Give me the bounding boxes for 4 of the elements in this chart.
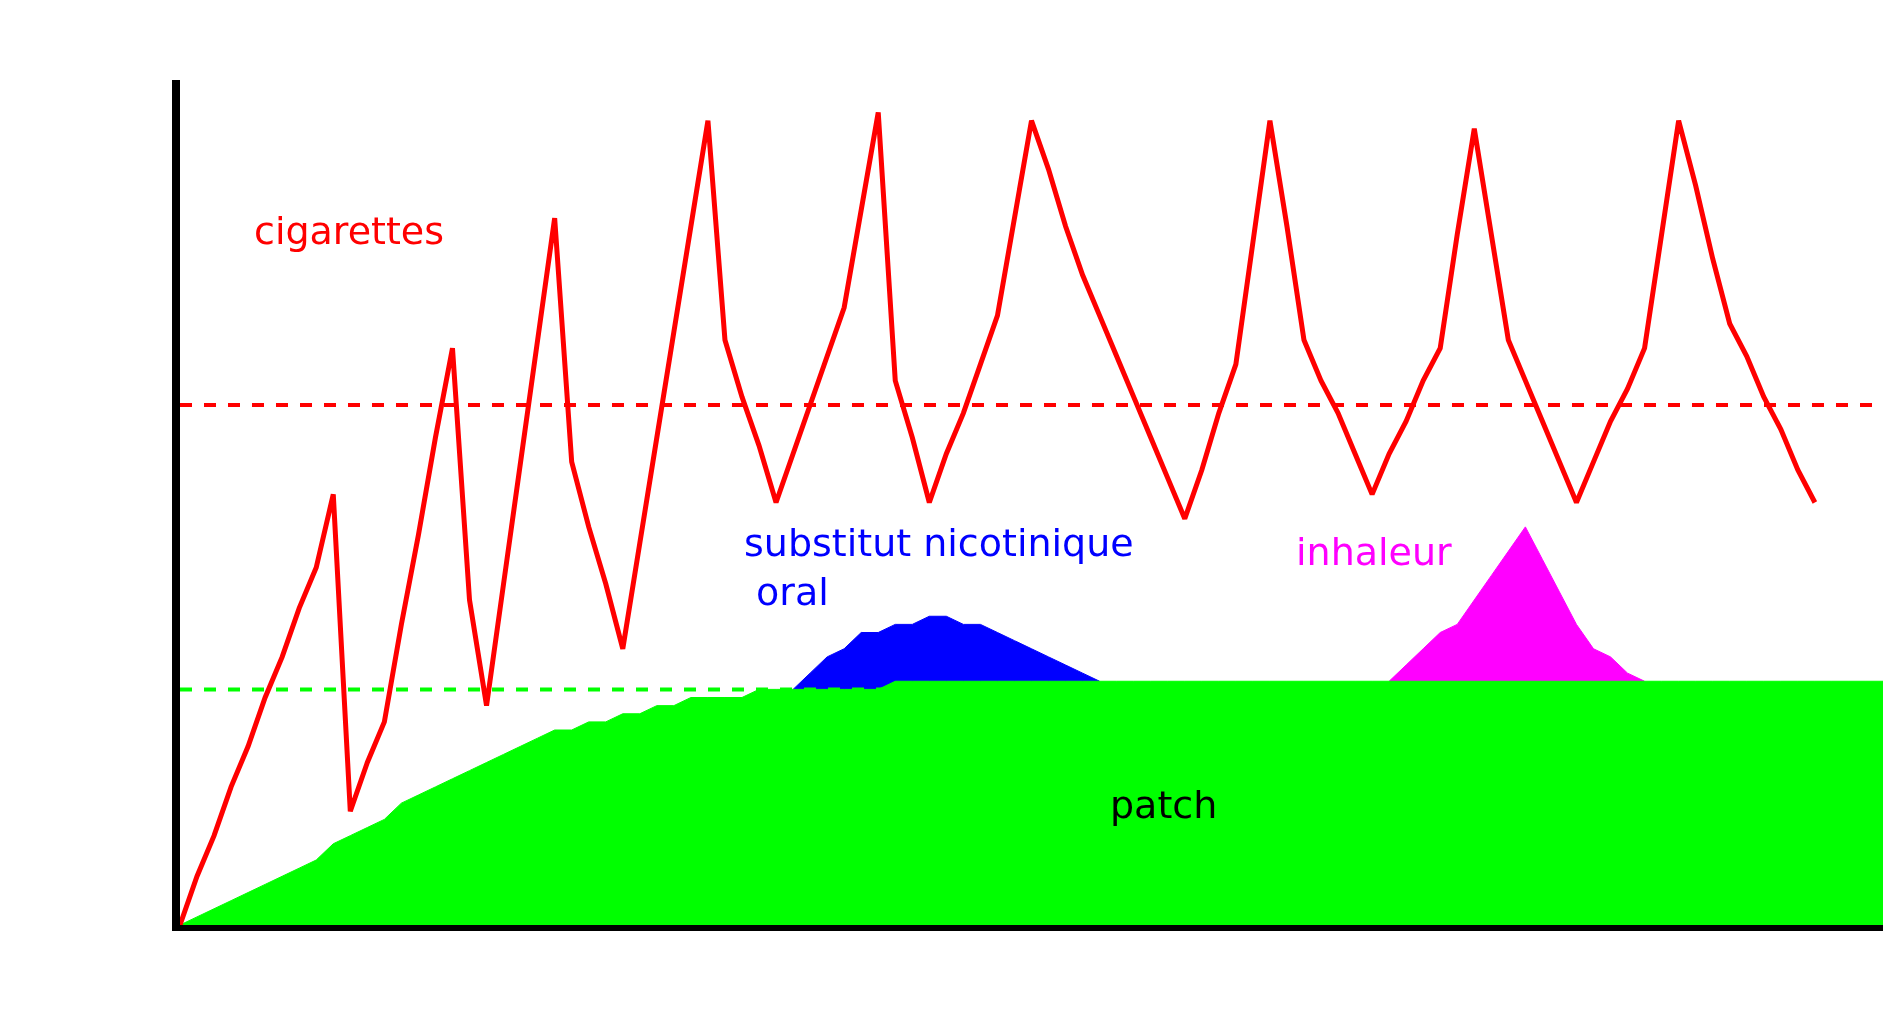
- series-label: inhaleur: [1296, 530, 1453, 574]
- series-label: substitut nicotinique oral: [744, 521, 1134, 615]
- series-label: patch: [1110, 783, 1218, 827]
- text: cigarettes: [254, 209, 444, 253]
